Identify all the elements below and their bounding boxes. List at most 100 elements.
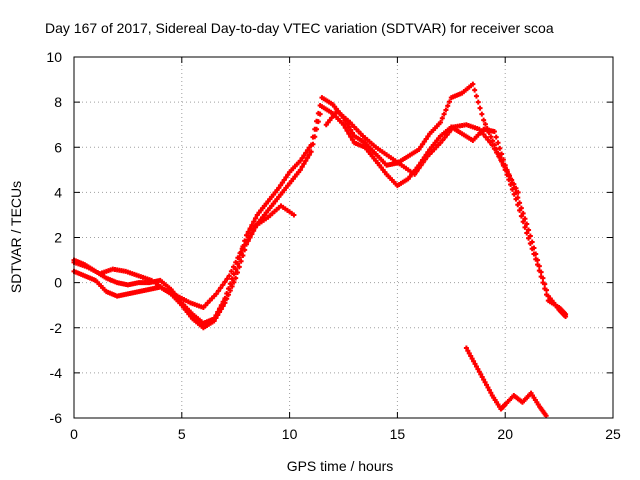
data-point xyxy=(252,215,258,221)
data-point xyxy=(533,251,539,257)
x-tick-label: 0 xyxy=(70,426,78,442)
data-point xyxy=(341,122,346,128)
data-point xyxy=(522,224,528,230)
data-point xyxy=(226,273,232,279)
data-point xyxy=(215,288,221,294)
data-point xyxy=(520,219,526,225)
data-point xyxy=(233,275,239,281)
y-tick-label: 2 xyxy=(54,230,62,246)
data-point xyxy=(240,253,246,259)
data-point xyxy=(495,140,501,146)
data-point xyxy=(470,81,476,87)
series-trace-c xyxy=(71,203,297,310)
data-point xyxy=(507,173,513,179)
data-point xyxy=(236,264,242,270)
data-point xyxy=(477,105,483,111)
data-point xyxy=(211,318,217,324)
data-point xyxy=(247,225,253,231)
data-point xyxy=(493,134,499,140)
data-point xyxy=(217,309,223,315)
data-point xyxy=(348,134,354,140)
data-point xyxy=(228,268,234,274)
plot-frame xyxy=(73,56,614,419)
plot-points xyxy=(71,81,569,419)
data-point xyxy=(231,279,237,285)
data-point xyxy=(482,121,488,127)
data-point xyxy=(310,141,316,147)
data-point xyxy=(502,165,508,171)
data-point xyxy=(224,296,230,302)
data-point xyxy=(224,276,230,282)
data-point xyxy=(344,128,350,134)
data-point xyxy=(520,210,526,216)
data-point xyxy=(213,291,219,297)
data-point xyxy=(235,255,241,261)
data-point xyxy=(251,219,257,225)
data-point xyxy=(518,205,524,211)
x-tick-label: 15 xyxy=(390,426,406,442)
grid-lines xyxy=(74,57,613,418)
data-point xyxy=(441,111,447,117)
data-point xyxy=(416,165,422,171)
data-point xyxy=(511,181,517,187)
data-point xyxy=(241,242,247,248)
data-point xyxy=(473,93,479,99)
data-point xyxy=(237,250,243,256)
data-point xyxy=(301,161,307,167)
data-point xyxy=(349,137,355,143)
data-point xyxy=(445,103,451,109)
data-point xyxy=(504,169,510,175)
chart-title: Day 167 of 2017, Sidereal Day-to-day VTE… xyxy=(45,20,554,36)
x-tick-label: 25 xyxy=(605,426,621,442)
y-tick-label: 8 xyxy=(54,94,62,110)
data-point xyxy=(538,269,544,275)
data-point xyxy=(226,292,232,298)
data-point xyxy=(522,216,528,222)
data-point xyxy=(234,269,240,275)
data-point xyxy=(243,238,249,244)
data-point xyxy=(481,117,487,123)
data-point xyxy=(542,281,548,287)
data-point xyxy=(306,152,312,158)
data-point xyxy=(529,239,535,245)
data-point xyxy=(494,150,500,156)
data-point xyxy=(297,167,303,173)
data-point xyxy=(414,168,420,174)
data-point xyxy=(220,303,226,309)
y-tick-label: -4 xyxy=(50,365,63,381)
data-point xyxy=(303,158,309,164)
data-point xyxy=(499,151,505,157)
y-axis-label: SDTVAR / TECUs xyxy=(8,181,24,293)
data-point xyxy=(248,231,254,237)
data-point xyxy=(299,164,305,170)
data-point xyxy=(488,134,494,140)
y-tick-label: -6 xyxy=(50,410,63,426)
data-point xyxy=(238,258,244,264)
data-point xyxy=(472,87,478,93)
data-point xyxy=(498,157,504,163)
data-point xyxy=(497,145,503,151)
data-point xyxy=(439,115,445,121)
data-point xyxy=(229,283,235,289)
data-point xyxy=(491,128,497,134)
data-point xyxy=(220,282,226,288)
x-axis-label: GPS time / hours xyxy=(287,458,394,474)
x-tick-label: 10 xyxy=(282,426,298,442)
data-point xyxy=(291,212,297,218)
series-trace-e xyxy=(463,345,549,419)
data-point xyxy=(315,119,321,125)
data-point xyxy=(249,222,255,228)
data-point xyxy=(496,153,502,159)
data-point xyxy=(239,246,245,252)
y-tick-label: 0 xyxy=(54,275,62,291)
data-point xyxy=(231,271,237,277)
data-point xyxy=(536,263,542,269)
data-point xyxy=(312,134,318,140)
data-point xyxy=(314,126,320,132)
data-point xyxy=(213,315,219,321)
series-trace-a xyxy=(71,81,569,326)
y-tick-label: 10 xyxy=(46,49,62,65)
data-point xyxy=(491,146,497,152)
data-point xyxy=(527,233,533,239)
